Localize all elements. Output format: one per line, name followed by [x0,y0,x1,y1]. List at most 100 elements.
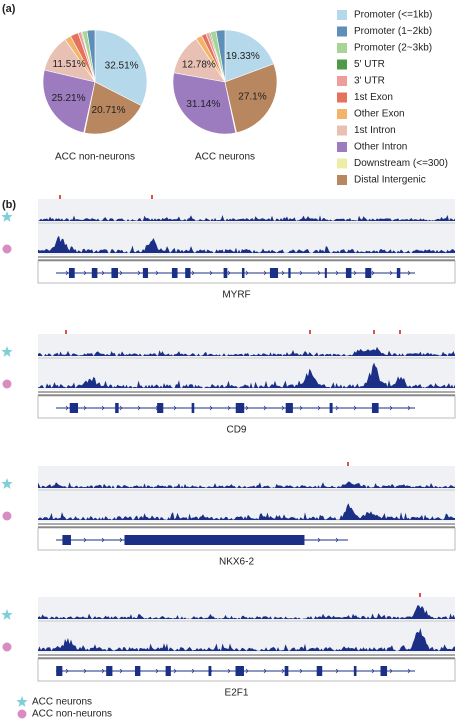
strand [335,537,339,543]
strand [389,405,393,411]
legend-swatch [337,59,347,70]
coverage [38,605,455,619]
exon [191,403,195,413]
exon [371,403,379,413]
strand [155,270,159,276]
strand [65,270,69,276]
exon [269,268,279,278]
legend-label: ACC non-neurons [32,709,112,720]
strand [299,270,303,276]
strand [101,537,105,543]
gene-box [37,527,456,551]
legend-swatch [337,43,347,53]
legend-swatch [337,10,347,20]
strand [389,270,393,276]
legend-swatch [337,109,347,119]
exon [235,666,244,676]
legend-swatch [337,92,347,103]
legend-swatch [337,158,347,169]
strand [101,270,105,276]
gene-name: NKX6-2 [219,557,254,568]
legend-label: Other Intron [354,142,407,153]
slice-label: 19.33% [226,51,260,62]
exon [68,268,75,278]
slice-label: 27.1% [238,91,266,102]
strand [317,270,321,276]
legend-swatch [337,76,347,86]
strand [137,405,141,411]
strand [119,405,123,411]
strand [155,668,159,674]
pie-slice [224,63,278,134]
legend-label: 3' UTR [354,76,385,87]
legend-label: Other Exon [354,109,405,120]
legend-label: 1st Exon [354,92,393,103]
legend-swatch [337,142,347,152]
strand [227,668,231,674]
icon-star [1,346,13,357]
exon [380,666,388,676]
strand [209,270,213,276]
gene-name: MYRF [222,290,250,301]
pie-title: ACC neurons [195,152,255,163]
exon [124,535,305,545]
strand [227,405,231,411]
coverage [38,346,455,356]
strand [407,405,411,411]
strand [335,405,339,411]
strand [245,668,249,674]
strand [263,405,267,411]
track-bg [38,466,455,522]
exon [365,268,372,278]
strand [83,405,87,411]
exon [142,268,149,278]
exon [69,403,79,413]
coverage [38,628,455,651]
exon [345,268,352,278]
icon-star [1,211,13,222]
strand [101,405,105,411]
strand [263,270,267,276]
icon-circle [2,511,12,521]
track-bg [38,199,455,255]
legend-label: Downstream (<=300) [354,158,448,169]
legend-swatch [337,175,347,185]
pie-slice [94,29,148,107]
track-bg [38,334,455,390]
exon [353,666,357,676]
strand [245,405,249,411]
exon [324,268,327,278]
strand [317,405,321,411]
exon [396,268,401,278]
coverage [38,481,455,488]
icon-star [1,478,13,489]
slice-label: 25.21% [52,93,86,104]
gene-box [37,260,456,284]
strand [281,668,285,674]
pie-slice [84,81,142,135]
legend-label: ACC neurons [32,697,92,708]
legend-swatch [337,26,347,37]
strand [353,405,357,411]
strand [83,537,87,543]
strand [281,270,285,276]
strand [299,668,303,674]
legend-swatch [337,125,347,136]
exon [241,268,245,278]
strand [371,270,375,276]
exon [237,535,240,545]
strand [191,668,195,674]
slice-label: 32.51% [105,60,139,71]
exon [235,403,245,413]
pie-title: ACC non-neurons [55,152,135,163]
strand [281,405,285,411]
strand [119,668,123,674]
icon-circle [2,642,12,652]
legend-label: Promoter (2~3kb) [354,43,432,54]
strand [335,668,339,674]
gene-name: CD9 [226,425,246,436]
strand [119,270,123,276]
strand [299,405,303,411]
legend-label: 1st Intron [354,125,396,136]
exon [288,268,291,278]
